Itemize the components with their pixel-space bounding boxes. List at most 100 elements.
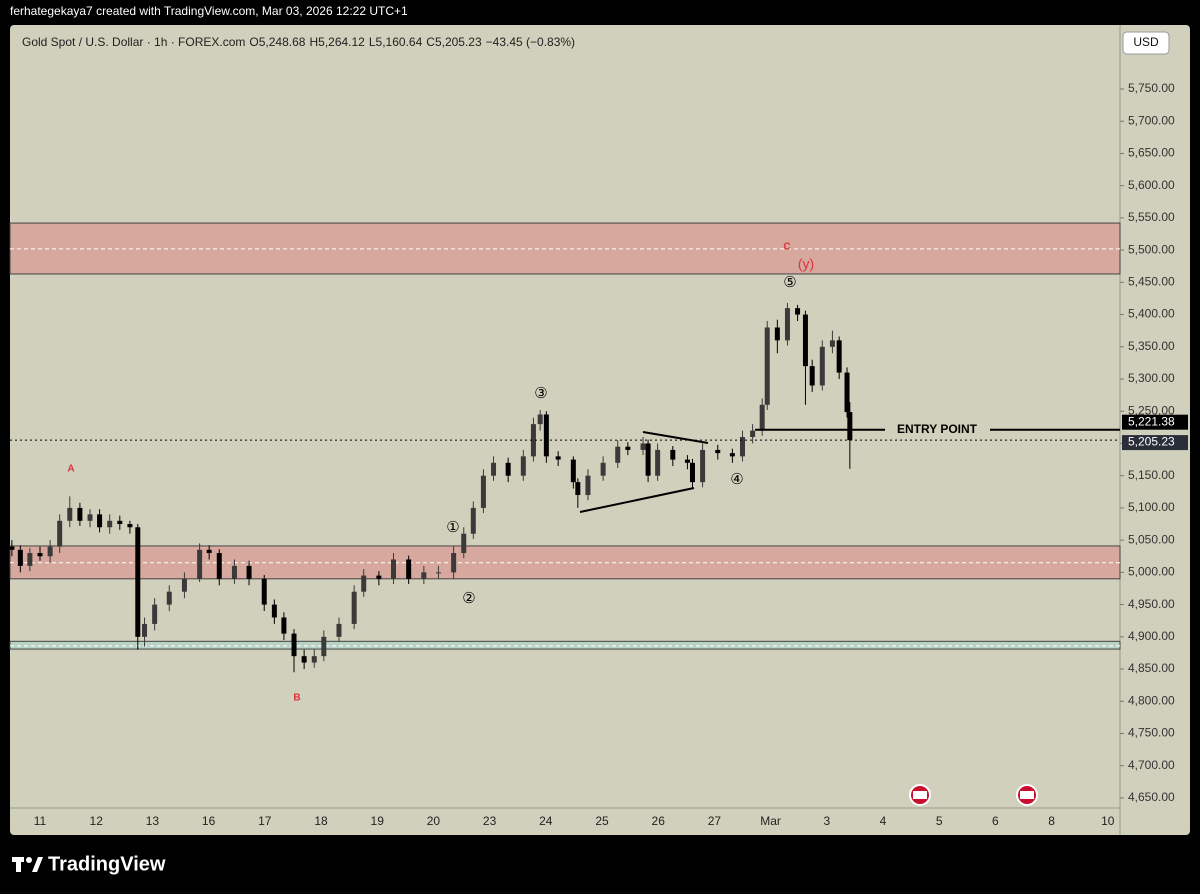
legend-key: C <box>426 35 435 49</box>
wave-label: ② <box>462 590 475 607</box>
overlay: Gold Spot / U.S. Dollar · 1h · FOREX.com… <box>10 35 1188 828</box>
y-tick-label: 5,000.00 <box>1128 565 1175 579</box>
candle-body <box>166 591 172 605</box>
candle-body <box>291 633 297 657</box>
y-tick-label: 5,100.00 <box>1128 500 1175 514</box>
legend-symbol: Gold Spot / U.S. Dollar · 1h · FOREX.com <box>22 35 245 49</box>
candle-body <box>640 443 646 450</box>
legend-key: H <box>309 35 318 49</box>
candle-body <box>216 553 222 579</box>
y-tick-label: 5,150.00 <box>1128 468 1175 482</box>
x-tick-label: 3 <box>823 814 830 828</box>
wave-label: ③ <box>534 385 547 402</box>
candle-body <box>311 656 317 663</box>
y-tick-label: 5,700.00 <box>1128 113 1175 127</box>
candle-body <box>570 459 576 483</box>
candle-body <box>764 327 770 405</box>
candles <box>9 302 853 673</box>
candle-body <box>127 524 133 528</box>
x-tick-label: 27 <box>708 814 722 828</box>
zones <box>9 222 1121 650</box>
y-tick-label: 5,450.00 <box>1128 275 1175 289</box>
candle-body <box>784 308 790 341</box>
candle-body <box>480 475 486 508</box>
candle-body <box>537 414 543 425</box>
last-price-box <box>1122 435 1188 451</box>
candle-body <box>585 475 591 496</box>
x-tick-label: 8 <box>1048 814 1055 828</box>
candle-body <box>435 572 441 574</box>
candle-body <box>246 565 252 579</box>
y-tick-label: 5,550.00 <box>1128 210 1175 224</box>
y-tick-label: 4,800.00 <box>1128 693 1175 707</box>
x-tick-label: 11 <box>34 814 47 828</box>
candle-body <box>376 575 382 579</box>
candle-body <box>336 623 342 637</box>
candle-body <box>774 327 780 341</box>
candle-body <box>361 575 367 592</box>
candle-body <box>261 578 267 605</box>
candle-body <box>67 507 73 521</box>
candle-body <box>670 449 676 460</box>
credit: ferhategekaya7 created with TradingView.… <box>10 4 408 18</box>
y-tick-label: 5,500.00 <box>1128 242 1175 256</box>
candle-body <box>197 549 203 579</box>
x-tick-label: 25 <box>595 814 609 828</box>
legend-value: 5,264.12 <box>318 35 365 49</box>
y-tick-label: 4,700.00 <box>1128 758 1175 772</box>
candle-body <box>543 414 549 457</box>
y-tick-label: 5,750.00 <box>1128 81 1175 95</box>
candle-body <box>451 553 457 573</box>
candle-body <box>231 565 237 579</box>
candle-body <box>655 449 661 476</box>
candle-body <box>836 340 842 373</box>
x-tick-label: 10 <box>1101 814 1115 828</box>
candle-body <box>271 604 277 618</box>
wave-label: ① <box>446 519 459 536</box>
candle-body <box>645 443 651 476</box>
currency-button[interactable] <box>1122 31 1170 55</box>
entry-price-box <box>1122 414 1188 430</box>
legend-key: L <box>369 35 376 49</box>
y-tick-label: 4,650.00 <box>1128 790 1175 804</box>
candle-body <box>181 578 187 592</box>
candle-body <box>819 346 825 386</box>
candle-body <box>520 456 526 476</box>
candle-body <box>575 482 581 496</box>
candle-body <box>142 623 148 637</box>
x-tick-label: 26 <box>652 814 666 828</box>
wave-label: C <box>783 242 790 253</box>
candle-body <box>600 462 606 476</box>
candle-body <box>117 520 123 525</box>
candle-body <box>27 553 33 566</box>
candle-body <box>351 591 357 624</box>
y-tick-label: 5,300.00 <box>1128 371 1175 385</box>
x-tick-label: 12 <box>90 814 104 828</box>
x-tick-label: 19 <box>371 814 385 828</box>
candle-body <box>809 366 815 386</box>
currency-label[interactable]: USD <box>1133 35 1159 49</box>
y-tick-label: 5,250.00 <box>1128 403 1175 417</box>
candle-body <box>321 636 327 657</box>
last-price-label: 5,205.23 <box>1128 434 1175 448</box>
candle-body <box>491 462 497 476</box>
wave-label: ④ <box>730 471 743 488</box>
event-flag[interactable] <box>1016 784 1038 806</box>
candle-body <box>87 514 93 521</box>
candle-body <box>107 520 113 528</box>
x-tick-label: 5 <box>936 814 943 828</box>
candle-body <box>152 604 158 624</box>
candle-body <box>390 559 396 579</box>
candle-body <box>37 553 43 557</box>
event-flag[interactable] <box>909 784 931 806</box>
y-tick-label: 4,850.00 <box>1128 661 1175 675</box>
wave-label: (y) <box>798 256 814 272</box>
candle-body <box>505 462 511 476</box>
candle-body <box>47 546 53 557</box>
candle-body <box>759 404 765 431</box>
candle-body <box>301 656 307 663</box>
zone <box>9 640 1121 650</box>
candle-body <box>684 459 690 463</box>
